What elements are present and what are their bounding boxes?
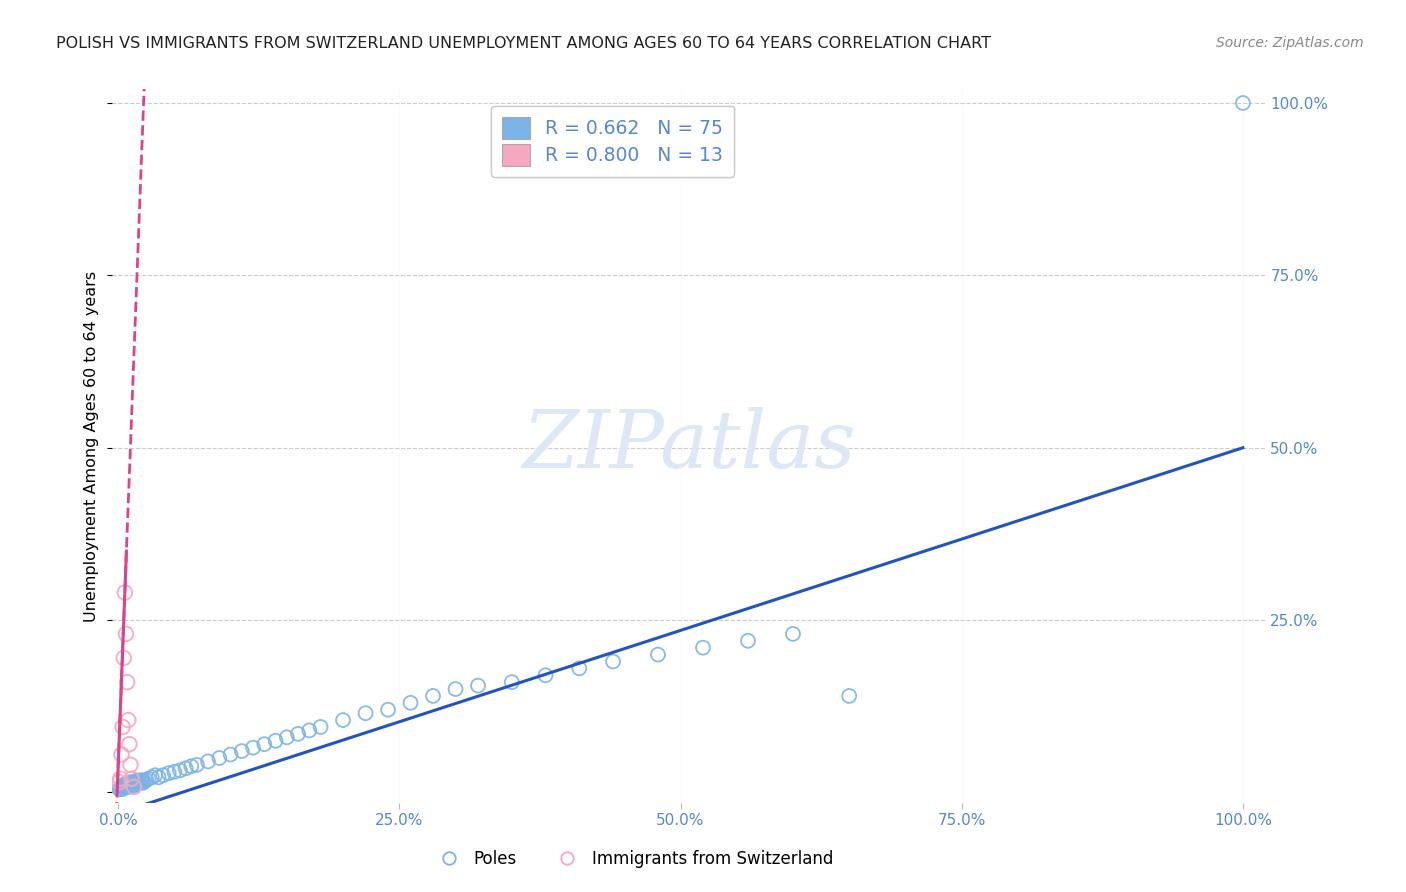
Point bbox=[115, 675, 138, 690]
Point bbox=[131, 774, 153, 789]
Point bbox=[197, 755, 219, 769]
Point bbox=[114, 585, 136, 599]
Point bbox=[124, 777, 146, 791]
Point bbox=[118, 776, 141, 790]
Point bbox=[208, 751, 231, 765]
Point bbox=[125, 773, 148, 788]
Point bbox=[121, 772, 143, 786]
Point bbox=[135, 772, 157, 787]
Point bbox=[399, 696, 422, 710]
Point bbox=[332, 713, 354, 727]
Point bbox=[121, 777, 143, 791]
Point bbox=[444, 681, 467, 696]
Point bbox=[141, 770, 163, 784]
Text: POLISH VS IMMIGRANTS FROM SWITZERLAND UNEMPLOYMENT AMONG AGES 60 TO 64 YEARS COR: POLISH VS IMMIGRANTS FROM SWITZERLAND UN… bbox=[56, 36, 991, 51]
Point bbox=[138, 772, 160, 786]
Point bbox=[114, 777, 136, 791]
Point bbox=[276, 731, 298, 745]
Point bbox=[242, 740, 264, 755]
Point bbox=[121, 779, 143, 793]
Point bbox=[129, 772, 152, 787]
Point bbox=[122, 779, 145, 793]
Legend: R = 0.662   N = 75, R = 0.800   N = 13: R = 0.662 N = 75, R = 0.800 N = 13 bbox=[491, 106, 734, 178]
Point bbox=[110, 747, 132, 762]
Point bbox=[1232, 95, 1254, 110]
Point bbox=[148, 770, 170, 784]
Point bbox=[174, 761, 197, 775]
Point bbox=[118, 737, 141, 751]
Point bbox=[219, 747, 242, 762]
Point bbox=[127, 775, 149, 789]
Point bbox=[534, 668, 557, 682]
Y-axis label: Unemployment Among Ages 60 to 64 years: Unemployment Among Ages 60 to 64 years bbox=[84, 270, 100, 622]
Point bbox=[115, 627, 138, 641]
Point bbox=[120, 775, 142, 789]
Point bbox=[132, 776, 155, 790]
Point bbox=[467, 679, 489, 693]
Point bbox=[127, 776, 149, 790]
Legend: Poles, Immigrants from Switzerland: Poles, Immigrants from Switzerland bbox=[426, 844, 839, 875]
Point bbox=[122, 780, 145, 794]
Point bbox=[501, 675, 523, 690]
Point bbox=[782, 627, 804, 641]
Point bbox=[128, 775, 150, 789]
Point bbox=[309, 720, 332, 734]
Point bbox=[124, 775, 146, 789]
Point bbox=[115, 779, 138, 793]
Point bbox=[108, 775, 131, 789]
Point bbox=[152, 768, 174, 782]
Point bbox=[120, 757, 142, 772]
Point bbox=[157, 766, 180, 780]
Point bbox=[115, 780, 138, 794]
Point bbox=[253, 737, 276, 751]
Point bbox=[111, 782, 134, 797]
Point bbox=[163, 764, 186, 779]
Point bbox=[169, 764, 191, 778]
Point bbox=[287, 727, 309, 741]
Point bbox=[132, 774, 155, 789]
Point bbox=[110, 772, 132, 786]
Point bbox=[568, 661, 591, 675]
Point bbox=[143, 768, 166, 782]
Point bbox=[122, 776, 145, 790]
Point bbox=[838, 689, 860, 703]
Point bbox=[647, 648, 669, 662]
Point bbox=[115, 776, 138, 790]
Point bbox=[115, 779, 138, 793]
Point bbox=[186, 757, 208, 772]
Point bbox=[110, 782, 132, 797]
Point bbox=[114, 780, 136, 794]
Point bbox=[180, 759, 202, 773]
Point bbox=[112, 780, 135, 795]
Point bbox=[117, 713, 139, 727]
Text: Source: ZipAtlas.com: Source: ZipAtlas.com bbox=[1216, 36, 1364, 50]
Point bbox=[117, 780, 139, 794]
Point bbox=[602, 655, 624, 669]
Point bbox=[121, 776, 143, 790]
Point bbox=[377, 703, 399, 717]
Point bbox=[112, 779, 135, 793]
Point bbox=[110, 780, 132, 795]
Point bbox=[108, 782, 131, 797]
Point bbox=[692, 640, 714, 655]
Text: ZIPatlas: ZIPatlas bbox=[522, 408, 856, 484]
Point bbox=[120, 777, 142, 791]
Point bbox=[125, 776, 148, 790]
Point bbox=[121, 775, 143, 789]
Point bbox=[231, 744, 253, 758]
Point bbox=[111, 720, 134, 734]
Point bbox=[422, 689, 444, 703]
Point bbox=[118, 779, 141, 793]
Point bbox=[264, 733, 287, 747]
Point bbox=[298, 723, 321, 738]
Point bbox=[117, 777, 139, 791]
Point bbox=[354, 706, 377, 721]
Point bbox=[112, 651, 135, 665]
Point bbox=[737, 633, 759, 648]
